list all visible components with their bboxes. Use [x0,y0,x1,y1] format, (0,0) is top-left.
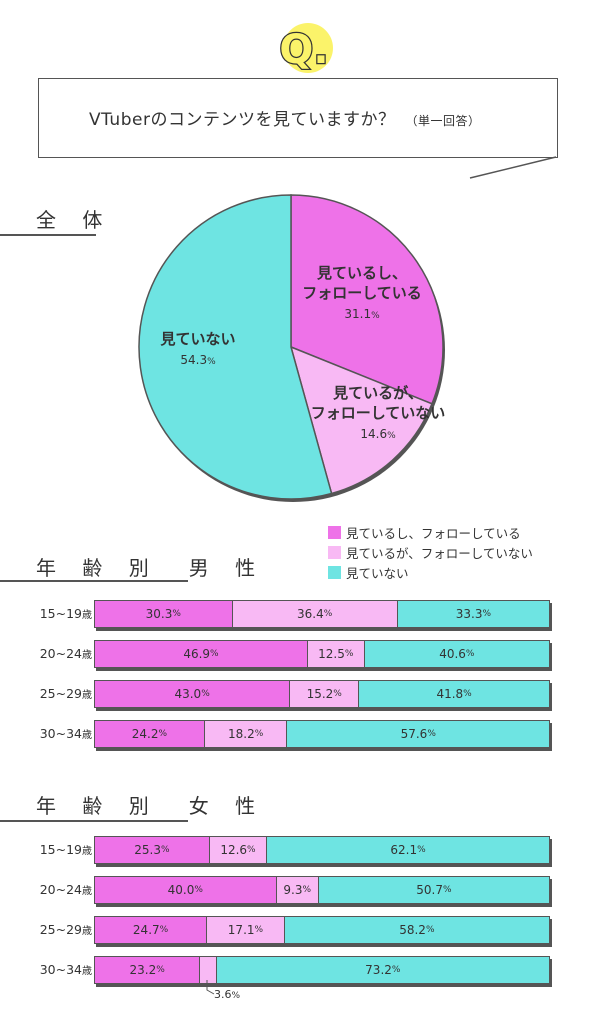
speech-tail [469,156,557,179]
female-bar-1-segment-1: 25.3% [95,837,210,863]
male-bar-1-segment-2: 36.4% [232,601,398,627]
female-bar-1-segment-3: 62.1% [267,837,549,863]
pie-label-2-line-2: フォローしていない [311,404,446,422]
female-row-label-4: 30~34歳 [39,962,92,977]
male-bar-1-segment-1: 30.3% [95,601,233,627]
legend-swatch-3 [328,565,341,579]
pie-slice-1 [290,194,444,405]
pie-label-3-line-1: 見ていない [159,330,235,348]
legend: 見ているし、フォローしている 見ているが、フォローしていない 見ていない [328,522,533,582]
pie-value-2: 14.6% [360,427,396,441]
male-bar-4-segment-1: 24.2% [95,721,205,747]
question-text-row: VTuberのコンテンツを見ていますか？ （単一回答） [89,105,480,130]
female-bar-4-segment-3: 73.2% [216,957,549,983]
female-bar-4-segment-1: 23.2% [95,957,201,983]
male-bar-2-segment-3: 40.6% [364,641,549,667]
male-bar-3-segment-1: 43.0% [95,681,291,707]
question-text: VTuberのコンテンツを見ていますか？ [89,110,396,130]
male-row-label-3: 25~29歳 [39,686,92,701]
female-bar-4-segment-2 [200,957,217,983]
pie-label-1-line-2: フォローしている [302,284,422,302]
section-underline-female [0,820,188,822]
callout-value: 3.6 [214,988,232,1001]
female-bar-3-segment-3: 58.2% [284,917,549,943]
male-bar-1: 30.3% 36.4% 33.3% [94,600,550,628]
pie-value-1: 31.1% [344,307,380,321]
legend-swatch-1 [328,525,341,539]
legend-swatch-2 [328,545,341,559]
pie-slice-3 [138,194,333,500]
callout-line [206,980,215,995]
female-bar-4: 23.2% 73.2% [94,956,550,984]
pie-slice-2 [289,345,433,495]
badge-text: Q. [279,27,328,73]
male-row-label-2: 20~24歳 [39,646,92,661]
female-bar-1-segment-2: 12.6% [209,837,268,863]
male-bar-2-segment-1: 46.9% [95,641,308,667]
legend-item-3: 見ていない [328,562,533,582]
female-bar-1: 25.3% 12.6% 62.1% [94,836,550,864]
callout-label: 3.6% [214,988,240,1001]
female-bar-2-segment-2: 9.3% [276,877,319,903]
legend-label-3: 見ていない [346,565,409,581]
section-title-male: 年 齢 別 男 性 [36,556,266,580]
female-bar-2-segment-1: 40.0% [95,877,277,903]
section-title-female: 年 齢 別 女 性 [36,794,266,818]
question-box: VTuberのコンテンツを見ていますか？ （単一回答） [38,78,558,158]
male-bar-3-segment-2: 15.2% [290,681,360,707]
pie-label-1-line-1: 見ているし、 [316,264,407,282]
male-bar-4-segment-3: 57.6% [287,721,549,747]
female-row-label-1: 15~19歳 [39,842,92,857]
badge-circle [283,23,333,73]
female-bar-2-segment-3: 50.7% [318,877,549,903]
male-bar-2-segment-2: 12.5% [307,641,365,667]
question-note: （単一回答） [405,114,481,128]
male-bar-4: 24.2% 18.2% 57.6% [94,720,550,748]
overall-pie-chart: 見ているし、フォローしている 31.1% 見ているが、フォローしていない 14.6% 見… [138,194,446,502]
legend-label-1: 見ているし、フォローしている [346,525,521,541]
female-bar-2: 40.0% 9.3% 50.7% [94,876,550,904]
legend-label-2: 見ているが、フォローしていない [346,545,533,561]
section-underline-male [0,580,188,582]
legend-item-1: 見ているし、フォローしている [328,522,533,542]
legend-item-2: 見ているが、フォローしていない [328,542,533,562]
male-bar-2: 46.9% 12.5% 40.6% [94,640,550,668]
section-title-overall: 全 体 [36,208,113,232]
pie-label-2-line-1: 見ているが、 [332,384,423,402]
female-row-label-3: 25~29歳 [39,922,92,937]
section-underline-overall [0,234,96,236]
male-bar-4-segment-2: 18.2% [204,721,288,747]
male-row-label-4: 30~34歳 [39,726,92,741]
female-bar-3-segment-1: 24.7% [95,917,208,943]
question-badge: Q. [278,23,333,74]
female-bar-3: 24.7% 17.1% 58.2% [94,916,550,944]
callout-unit: % [231,991,241,1001]
male-row-label-1: 15~19歳 [39,606,92,621]
male-bar-3-segment-3: 41.8% [359,681,549,707]
female-row-label-2: 20~24歳 [39,882,92,897]
pie-value-3: 54.3% [180,353,216,367]
male-bar-3: 43.0% 15.2% 41.8% [94,680,550,708]
female-bar-3-segment-2: 17.1% [207,917,285,943]
male-bar-1-segment-3: 33.3% [397,601,549,627]
